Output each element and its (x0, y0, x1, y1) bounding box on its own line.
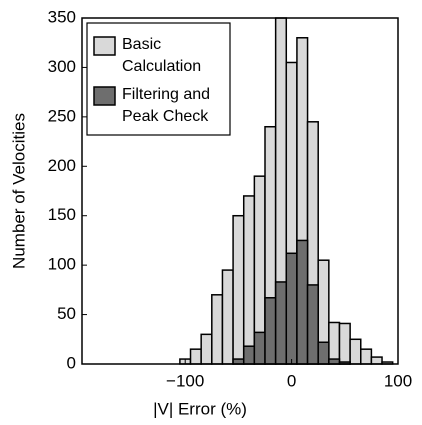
legend-label: Basic Calculation (122, 36, 202, 75)
bar (200, 333, 213, 365)
y-tick-label: 100 (48, 255, 76, 274)
y-tick-label: 300 (48, 57, 76, 76)
legend-swatch (93, 86, 116, 106)
bar (189, 348, 202, 365)
x-tick-label: −100 (166, 371, 204, 390)
bar (338, 322, 351, 365)
bar (360, 348, 373, 365)
y-tick-label: 350 (48, 7, 76, 26)
bar (232, 214, 245, 365)
y-axis-label: Number of Velocities (9, 113, 28, 269)
bar (349, 338, 362, 365)
x-tick-label: 0 (287, 371, 296, 390)
x-tick-label: 100 (384, 371, 412, 390)
y-tick-label: 250 (48, 106, 76, 125)
bar (274, 281, 288, 365)
legend-label: Filtering and Peak Check (122, 86, 211, 125)
bar (242, 195, 256, 365)
bar (221, 269, 234, 365)
y-tick-label: 50 (57, 304, 76, 323)
x-axis-label: |V| Error (%) (153, 399, 247, 418)
bar (296, 239, 309, 365)
y-tick-label: 200 (48, 156, 76, 175)
bar (370, 356, 383, 365)
bar (285, 252, 298, 365)
y-tick-label: 0 (67, 353, 76, 372)
bar (253, 331, 266, 365)
legend-swatch (93, 36, 116, 56)
plot-frame (81, 17, 399, 365)
bar (242, 345, 256, 365)
bar (264, 297, 277, 365)
bar (328, 321, 341, 365)
y-tick-label: 150 (48, 205, 76, 224)
bar (317, 341, 330, 365)
bar (211, 294, 224, 365)
bar (306, 284, 319, 365)
